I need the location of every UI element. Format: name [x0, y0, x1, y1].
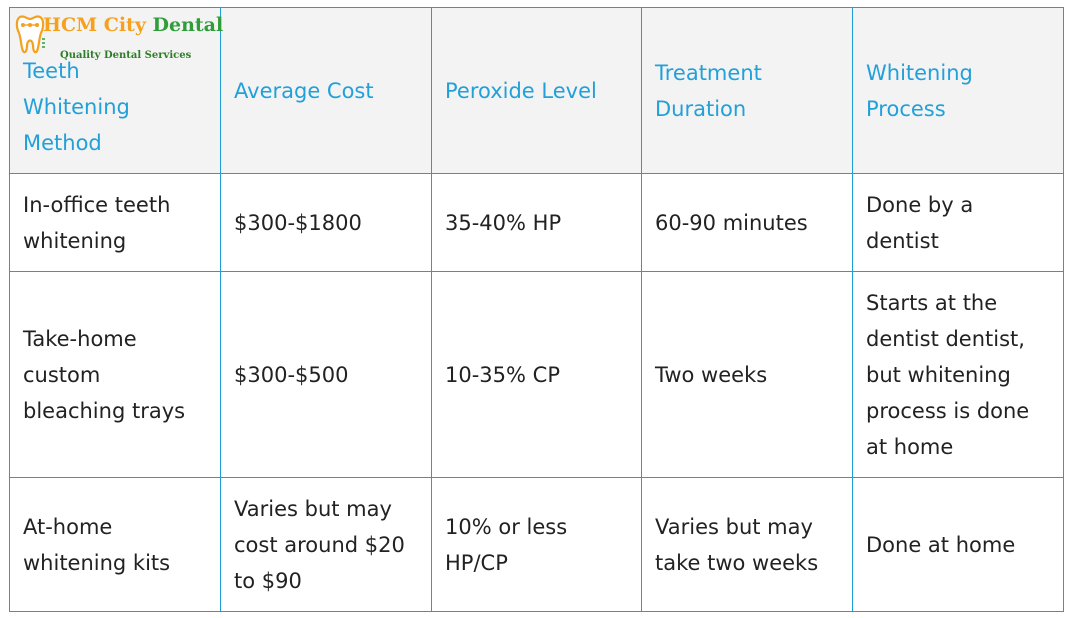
whitening-comparison-table-container: HCM City Dental Quality Dental Services … — [9, 7, 1064, 612]
tooth-icon — [15, 15, 45, 54]
cell-duration: 60-90 minutes — [641, 173, 853, 272]
cell-method: In-office teeth whitening — [9, 173, 221, 272]
cell-duration: Two weeks — [641, 271, 853, 478]
cell-process: Done at home — [852, 477, 1064, 612]
brand-name: HCM City Dental — [43, 14, 223, 36]
cell-cost: $300-$500 — [220, 271, 432, 478]
table-row: Take-home custom bleaching trays $300-$500… — [9, 271, 1064, 478]
cell-peroxide: 10-35% CP — [431, 271, 642, 478]
table-row: In-office teeth whitening $300-$1800 35-4… — [9, 173, 1064, 272]
header-row: HCM City Dental Quality Dental Services … — [9, 7, 1064, 174]
header-duration: Treatment Duration — [641, 7, 853, 174]
brand-logo: HCM City Dental Quality Dental Services — [14, 11, 223, 61]
header-cost: Average Cost — [220, 7, 432, 174]
cell-cost: $300-$1800 — [220, 173, 432, 272]
cell-method: Take-home custom bleaching trays — [9, 271, 221, 478]
brand-tagline: Quality Dental Services — [60, 50, 192, 61]
brand-name-part1: HCM City — [43, 14, 146, 36]
header-method: HCM City Dental Quality Dental Services … — [9, 7, 223, 174]
cell-process: Starts at the dentist dentist, but whiteni… — [852, 271, 1064, 478]
header-peroxide: Peroxide Level — [431, 7, 642, 174]
cell-duration: Varies but may take two weeks — [641, 477, 853, 612]
cell-process: Done by a dentist — [852, 173, 1064, 272]
cell-cost: Varies but may cost around $20 to $90 — [220, 477, 432, 612]
cell-method: At-home whitening kits — [9, 477, 221, 612]
brand-name-part2: Dental — [152, 14, 224, 36]
table-row: At-home whitening kits Varies but may cost… — [9, 477, 1064, 612]
header-method-label: Teeth Whitening Method — [23, 59, 130, 155]
whitening-comparison-table: HCM City Dental Quality Dental Services … — [9, 7, 1064, 612]
header-process: Whitening Process — [852, 7, 1064, 174]
cell-peroxide: 35-40% HP — [431, 173, 642, 272]
cell-peroxide: 10% or less HP/CP — [431, 477, 642, 612]
